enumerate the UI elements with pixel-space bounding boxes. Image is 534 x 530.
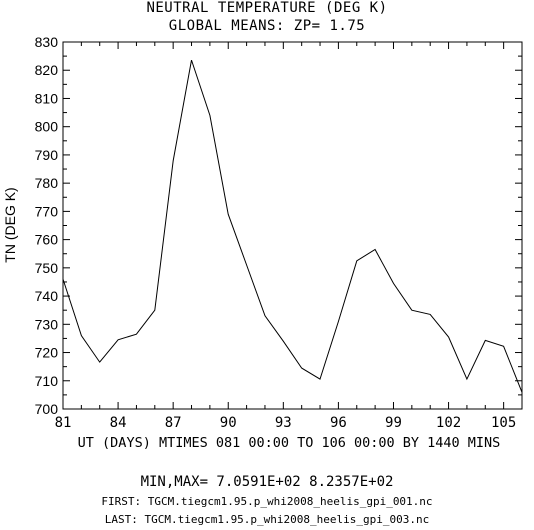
x-tick-label: 99 [385, 415, 402, 431]
x-tick-label: 96 [330, 415, 347, 431]
series-group [62, 59, 523, 393]
x-tick-label: 105 [491, 415, 516, 431]
min-max-readout: MIN,MAX= 7.0591E+02 8.2357E+02 [140, 474, 394, 490]
y-tick-label: 730 [35, 316, 59, 332]
x-tick-label: 81 [55, 415, 72, 431]
y-ticks: 700 710 720 730 740 750 760 770 780 790 800 810 820 8… [35, 34, 522, 417]
y-tick-label: 770 [35, 203, 59, 219]
x-axis-label: UT (DAYS) MTIMES 081 00:00 TO 106 00:00 … [78, 435, 501, 451]
y-tick-label: 800 [35, 119, 59, 135]
y-tick-label: 720 [35, 345, 59, 361]
y-tick-label: 830 [35, 34, 59, 50]
last-file-label: LAST: TGCM.tiegcm1.95.p_whi2008_heelis_g… [104, 513, 430, 526]
x-tick-label: 87 [165, 415, 182, 431]
y-tick-label: 760 [35, 232, 59, 248]
x-ticks: 81 84 87 90 93 96 99 102 105 [55, 42, 523, 431]
y-tick-label: 790 [35, 147, 59, 163]
y-tick-label: 750 [35, 260, 59, 276]
first-file-label: FIRST: TGCM.tiegcm1.95.p_whi2008_heelis_… [101, 495, 433, 508]
chart-title: NEUTRAL TEMPERATURE (DEG K) [146, 0, 388, 16]
x-tick-label: 90 [220, 415, 237, 431]
y-tick-label: 700 [35, 401, 59, 417]
line-chart: 7007107207307407507607707807908008108208… [2, 34, 523, 451]
x-tick-label: 84 [110, 415, 127, 431]
y-tick-label: 780 [35, 175, 59, 191]
y-tick-label: 710 [35, 373, 59, 389]
y-tick-label: 820 [35, 62, 59, 78]
y-tick-label: 810 [35, 90, 59, 106]
y-tick-label: 740 [35, 288, 59, 304]
x-tick-label: 102 [436, 415, 461, 431]
y-axis-label: TN (DEG K) [2, 187, 18, 262]
series-line [62, 59, 523, 393]
chart-subtitle: GLOBAL MEANS: ZP= 1.75 [168, 18, 366, 34]
x-tick-label: 93 [275, 415, 292, 431]
